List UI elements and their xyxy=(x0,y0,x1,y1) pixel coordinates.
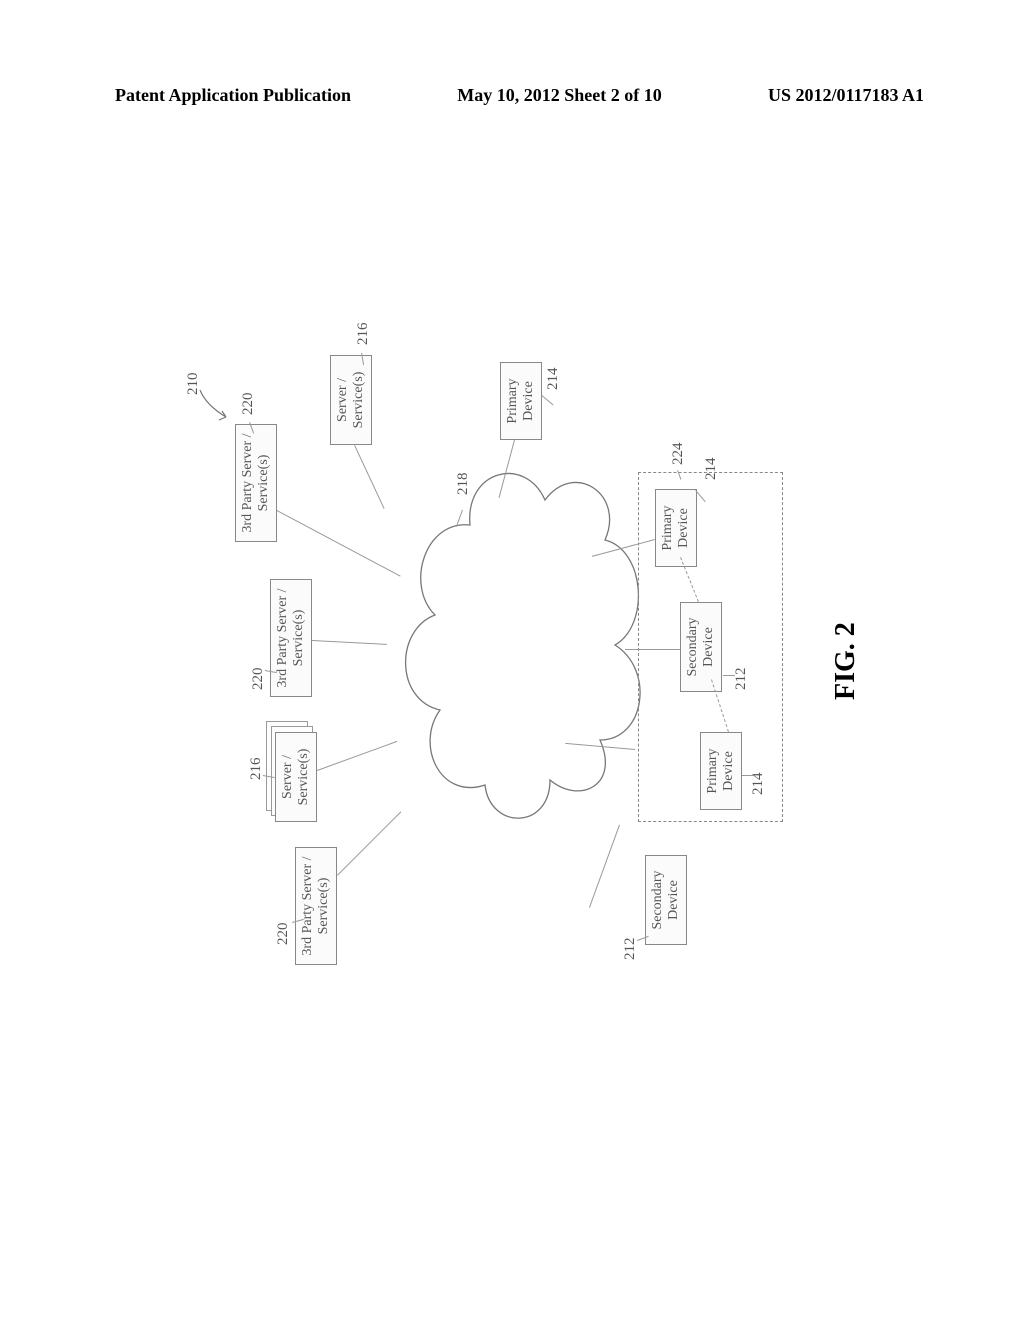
node-3rd-party-right: 3rd Party Server / Service(s) xyxy=(235,424,277,542)
node-label-line2: Device xyxy=(721,751,737,791)
node-label-line1: Primary xyxy=(660,505,676,550)
ref-primary-right: 214 xyxy=(545,368,562,391)
node-server-right: Server / Service(s) xyxy=(330,355,372,445)
ref-server-stack: 216 xyxy=(248,758,265,781)
ref-primary-mid: 214 xyxy=(703,458,720,481)
ref-3rd-party-left: 220 xyxy=(275,923,292,946)
header-date-sheet: May 10, 2012 Sheet 2 of 10 xyxy=(457,85,661,106)
node-label-line1: 3rd Party Server / xyxy=(240,433,256,532)
leader-sec-mid xyxy=(723,675,735,676)
node-primary-right: Primary Device xyxy=(500,362,542,440)
conn-sec-mid-cloud xyxy=(625,649,680,650)
figure-caption: FIG. 2 xyxy=(830,622,862,700)
node-label-line1: Server / xyxy=(335,378,351,422)
header-pubnum: US 2012/0117183 A1 xyxy=(768,85,924,106)
page-header: Patent Application Publication May 10, 2… xyxy=(115,85,924,106)
node-secondary-left: Secondary Device xyxy=(645,855,687,945)
node-primary-mid: Primary Device xyxy=(655,489,697,567)
node-label-line2: Service(s) xyxy=(256,455,272,512)
node-secondary-mid: Secondary Device xyxy=(680,602,722,692)
ref-secondary-mid: 212 xyxy=(733,668,750,691)
node-label-line1: Server / xyxy=(280,755,296,799)
node-label-line1: 3rd Party Server / xyxy=(300,856,316,955)
node-label-line1: Secondary xyxy=(650,870,666,929)
node-label-line2: Device xyxy=(666,880,682,920)
node-label-line1: 3rd Party Server / xyxy=(275,588,291,687)
ref-dashbox: 224 xyxy=(670,443,687,466)
node-label-line2: Service(s) xyxy=(296,749,312,806)
network-cloud xyxy=(370,450,660,840)
node-label-line1: Primary xyxy=(505,378,521,423)
node-label-line2: Device xyxy=(521,381,537,421)
node-3rd-party-mid: 3rd Party Server / Service(s) xyxy=(270,579,312,697)
node-3rd-party-left: 3rd Party Server / Service(s) xyxy=(295,847,337,965)
node-label-line1: Primary xyxy=(705,748,721,793)
node-label-line2: Device xyxy=(701,627,717,667)
node-label-line2: Service(s) xyxy=(351,372,367,429)
node-primary-left: Primary Device xyxy=(700,732,742,810)
node-label-line2: Service(s) xyxy=(291,610,307,667)
node-label-line2: Service(s) xyxy=(316,878,332,935)
arrow-system-ref xyxy=(198,385,238,425)
node-label-line1: Secondary xyxy=(685,617,701,676)
leader-prim-left xyxy=(742,775,754,776)
ref-3rd-party-right: 220 xyxy=(240,393,257,416)
ref-server-right: 216 xyxy=(355,323,372,346)
node-server-stack: Server / Service(s) xyxy=(275,732,317,822)
figure-2-diagram: 210 218 3rd Party Server / Service(s) 22… xyxy=(180,350,900,970)
leader-prim-right xyxy=(541,395,553,405)
ref-cloud: 218 xyxy=(455,473,472,496)
header-publication: Patent Application Publication xyxy=(115,85,351,106)
node-label-line2: Device xyxy=(676,508,692,548)
